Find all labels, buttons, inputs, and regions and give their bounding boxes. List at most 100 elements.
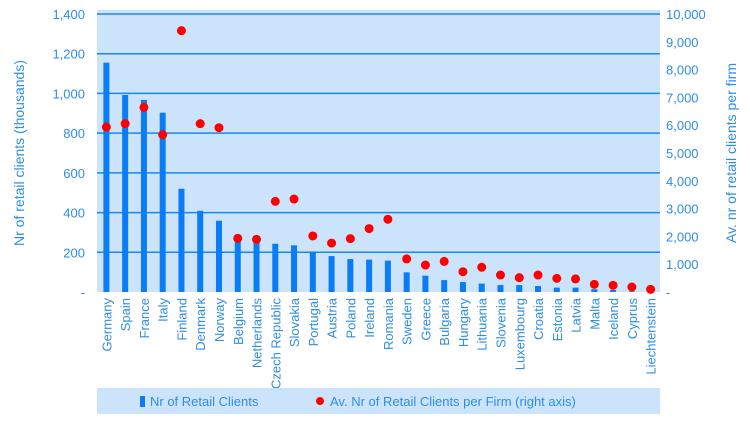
y2-tick-label: 8,000 [666, 63, 699, 78]
category-label: Austria [325, 297, 340, 338]
bar [385, 261, 391, 292]
dot [327, 239, 336, 248]
legend-bar-swatch [140, 396, 145, 407]
bar [160, 113, 166, 292]
y2-tick-label: - [666, 285, 670, 300]
right-axis-ticks: - 1,000 2,000 3,000 4,000 5,000 6,000 7,000 8,00… [666, 7, 706, 300]
category-label: Netherlands [250, 298, 265, 369]
category-label: Slovakia [287, 297, 302, 347]
y-tick-label: 1,400 [52, 7, 85, 22]
bar [441, 280, 447, 292]
category-label: Malta [587, 297, 602, 330]
y2-tick-label: 7,000 [666, 90, 699, 105]
dot [271, 197, 280, 206]
dot [214, 123, 223, 132]
dot [139, 103, 148, 112]
category-label: Latvia [569, 297, 584, 332]
left-axis-ticks: - 200 400 600 800 1,000 1,200 1,400 [52, 7, 85, 300]
dot [346, 234, 355, 243]
bar [554, 288, 560, 292]
dot [477, 263, 486, 272]
dot [102, 123, 111, 132]
dot [365, 224, 374, 233]
dot [308, 231, 317, 240]
dot [458, 267, 467, 276]
dot [158, 130, 167, 139]
category-label: Denmark [193, 298, 208, 351]
bar [479, 284, 485, 292]
bar [422, 276, 428, 292]
bar [103, 63, 109, 292]
bar [535, 286, 541, 292]
category-label: Sweden [400, 298, 415, 345]
bar [272, 244, 278, 292]
bar [178, 189, 184, 292]
dot [571, 274, 580, 283]
category-label: Greece [418, 298, 433, 341]
dot [440, 257, 449, 266]
bar [235, 240, 241, 292]
y2-tick-label: 9,000 [666, 35, 699, 50]
y-tick-label: 600 [63, 166, 85, 181]
bar [329, 256, 335, 292]
bar [141, 100, 147, 292]
bar [216, 221, 222, 292]
category-label: Ireland [362, 298, 377, 338]
dot [196, 119, 205, 128]
y2-axis-label: Av. nr of retail clients per firm [723, 63, 739, 243]
dot [121, 119, 130, 128]
bar [497, 285, 503, 292]
bar [460, 282, 466, 292]
category-label: Belgium [231, 298, 246, 345]
category-label: Bulgaria [437, 297, 452, 345]
bar [516, 285, 522, 292]
category-label: Luxembourg [512, 298, 527, 370]
y-tick-label: - [81, 285, 85, 300]
category-label: Lithuania [475, 297, 490, 351]
y2-tick-label: 1,000 [666, 257, 699, 272]
bar [310, 252, 316, 292]
bar [197, 211, 203, 292]
dot [646, 285, 655, 294]
y2-tick-label: 3,000 [666, 202, 699, 217]
dot [252, 235, 261, 244]
category-label: Estonia [550, 297, 565, 341]
y2-tick-label: 4,000 [666, 174, 699, 189]
category-label: Iceland [606, 298, 621, 340]
dot [609, 281, 618, 290]
y-tick-label: 1,200 [52, 47, 85, 62]
dot [290, 195, 299, 204]
bar [366, 260, 372, 292]
bar [404, 272, 410, 292]
category-label: Germany [99, 298, 114, 352]
category-label: Finland [174, 298, 189, 341]
dot [627, 282, 636, 291]
category-label: Norway [212, 298, 227, 343]
y-tick-label: 1,000 [52, 86, 85, 101]
category-label: Croatia [531, 297, 546, 340]
legend: Nr of Retail Clients Av. Nr of Retail Cl… [140, 394, 576, 409]
y2-tick-label: 2,000 [666, 229, 699, 244]
category-label: Liechtenstein [644, 298, 659, 375]
y-tick-label: 400 [63, 206, 85, 221]
category-label: Italy [156, 298, 171, 322]
legend-bar-label: Nr of Retail Clients [150, 394, 259, 409]
dot [534, 271, 543, 280]
category-label: Poland [343, 298, 358, 338]
dot [383, 215, 392, 224]
y-tick-label: 800 [63, 126, 85, 141]
y-tick-label: 200 [63, 245, 85, 260]
dot [515, 273, 524, 282]
dot [421, 261, 430, 270]
y2-tick-label: 5,000 [666, 146, 699, 161]
y-axis-label: Nr of retail clients (thousands) [11, 60, 27, 246]
dot [590, 280, 599, 289]
legend-dot-swatch [316, 397, 324, 405]
y2-tick-label: 6,000 [666, 118, 699, 133]
dot [496, 271, 505, 280]
category-label: Czech Republic [268, 298, 283, 390]
category-label: France [137, 298, 152, 338]
category-label: Spain [118, 298, 133, 331]
dot [552, 274, 561, 283]
